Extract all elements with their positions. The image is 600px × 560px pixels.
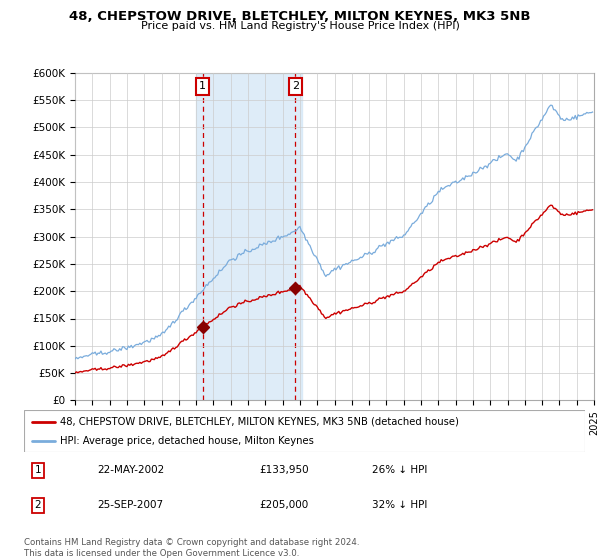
Text: 25-SEP-2007: 25-SEP-2007 xyxy=(97,501,163,510)
Text: £133,950: £133,950 xyxy=(260,465,309,475)
Text: 1: 1 xyxy=(199,81,206,91)
Text: HPI: Average price, detached house, Milton Keynes: HPI: Average price, detached house, Milt… xyxy=(61,436,314,446)
Text: 1: 1 xyxy=(35,465,41,475)
Text: 26% ↓ HPI: 26% ↓ HPI xyxy=(372,465,427,475)
Bar xyxy=(196,73,302,400)
Text: 48, CHEPSTOW DRIVE, BLETCHLEY, MILTON KEYNES, MK3 5NB: 48, CHEPSTOW DRIVE, BLETCHLEY, MILTON KE… xyxy=(69,10,531,23)
Text: £205,000: £205,000 xyxy=(260,501,309,510)
Text: 2: 2 xyxy=(292,81,299,91)
Text: 48, CHEPSTOW DRIVE, BLETCHLEY, MILTON KEYNES, MK3 5NB (detached house): 48, CHEPSTOW DRIVE, BLETCHLEY, MILTON KE… xyxy=(61,417,460,427)
Text: Contains HM Land Registry data © Crown copyright and database right 2024.
This d: Contains HM Land Registry data © Crown c… xyxy=(24,538,359,558)
Text: 32% ↓ HPI: 32% ↓ HPI xyxy=(372,501,427,510)
Text: 2: 2 xyxy=(35,501,41,510)
Text: 22-MAY-2002: 22-MAY-2002 xyxy=(97,465,164,475)
Text: Price paid vs. HM Land Registry's House Price Index (HPI): Price paid vs. HM Land Registry's House … xyxy=(140,21,460,31)
